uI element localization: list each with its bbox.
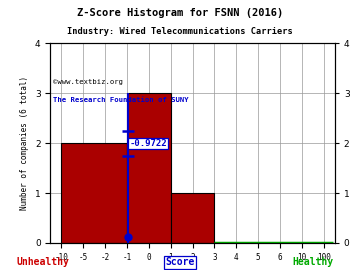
Text: Healthy: Healthy xyxy=(293,257,334,267)
Text: Score: Score xyxy=(165,257,195,267)
Text: Industry: Wired Telecommunications Carriers: Industry: Wired Telecommunications Carri… xyxy=(67,27,293,36)
Y-axis label: Number of companies (6 total): Number of companies (6 total) xyxy=(21,76,30,210)
Bar xyxy=(127,93,171,243)
Text: Unhealthy: Unhealthy xyxy=(17,257,69,267)
Text: Z-Score Histogram for FSNN (2016): Z-Score Histogram for FSNN (2016) xyxy=(77,8,283,18)
Bar xyxy=(171,193,215,243)
Text: ©www.textbiz.org: ©www.textbiz.org xyxy=(53,79,123,85)
Bar xyxy=(61,143,127,243)
Text: The Research Foundation of SUNY: The Research Foundation of SUNY xyxy=(53,97,189,103)
Text: -0.9722: -0.9722 xyxy=(129,139,167,148)
